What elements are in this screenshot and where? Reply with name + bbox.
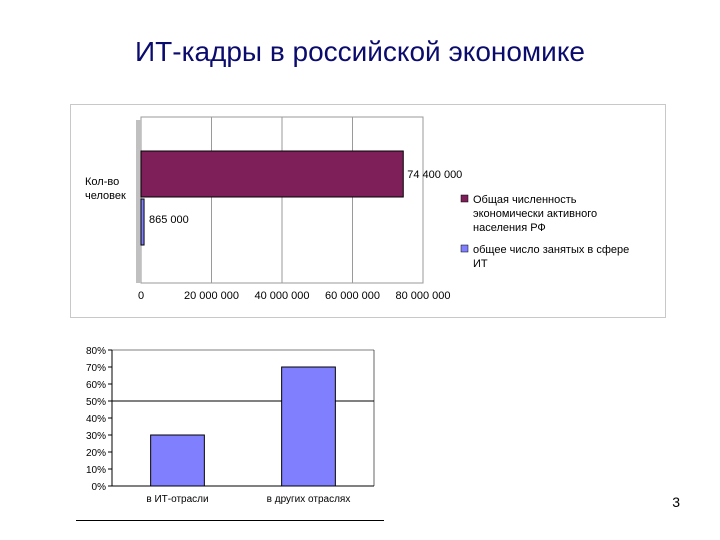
x-tick-label: 40 000 000 xyxy=(254,290,309,302)
bar-it-sector xyxy=(150,434,205,487)
axis-wall xyxy=(136,120,141,283)
legend-swatch xyxy=(460,194,469,203)
share-chart: 0% 10% 20% 30% 40% 50% 60% 70% 80% в ИТ-отрасли в … xyxy=(70,338,390,528)
y-tick-label: 60% xyxy=(86,380,106,391)
bottom-rule xyxy=(76,520,384,521)
bar-economically-active xyxy=(140,150,404,198)
category-label: Кол-во человек xyxy=(85,176,126,202)
x-tick-label: 60 000 000 xyxy=(325,290,380,302)
bar-other-sectors xyxy=(281,366,336,487)
headcount-chart-svg: 0 20 000 000 40 000 000 60 000 000 80 000 00… xyxy=(85,116,629,302)
legend-label: Общая численность экономически активного н… xyxy=(473,194,597,234)
x-tick-label: в других отраслях xyxy=(267,494,351,505)
data-label: 865 000 xyxy=(149,214,189,226)
x-tick-label: 80 000 000 xyxy=(395,290,450,302)
slide-title: ИТ-кадры в российской экономике xyxy=(135,36,585,67)
y-tick-label: 50% xyxy=(86,397,106,408)
data-label: 74 400 000 xyxy=(407,169,462,181)
y-tick-label: 40% xyxy=(86,414,106,425)
y-tick-label: 10% xyxy=(86,465,106,476)
x-tick-label: в ИТ-отрасли xyxy=(146,494,208,505)
headcount-chart: 0 20 000 000 40 000 000 60 000 000 80 000 00… xyxy=(70,104,666,318)
legend-label: общее число занятых в сфере ИТ xyxy=(473,244,629,270)
y-tick-label: 20% xyxy=(86,448,106,459)
x-tick-label: 0 xyxy=(138,290,144,302)
share-chart-svg: 0% 10% 20% 30% 40% 50% 60% 70% 80% в ИТ-отрасли в … xyxy=(86,346,375,505)
y-tick-label: 0% xyxy=(92,482,107,493)
y-tick-label: 70% xyxy=(86,363,106,374)
legend-swatch xyxy=(460,244,469,253)
bar-it-employed xyxy=(140,198,145,246)
y-tick-label: 80% xyxy=(86,346,106,357)
x-tick-label: 20 000 000 xyxy=(184,290,239,302)
page-number: 3 xyxy=(672,494,680,510)
y-tick-label: 30% xyxy=(86,431,106,442)
